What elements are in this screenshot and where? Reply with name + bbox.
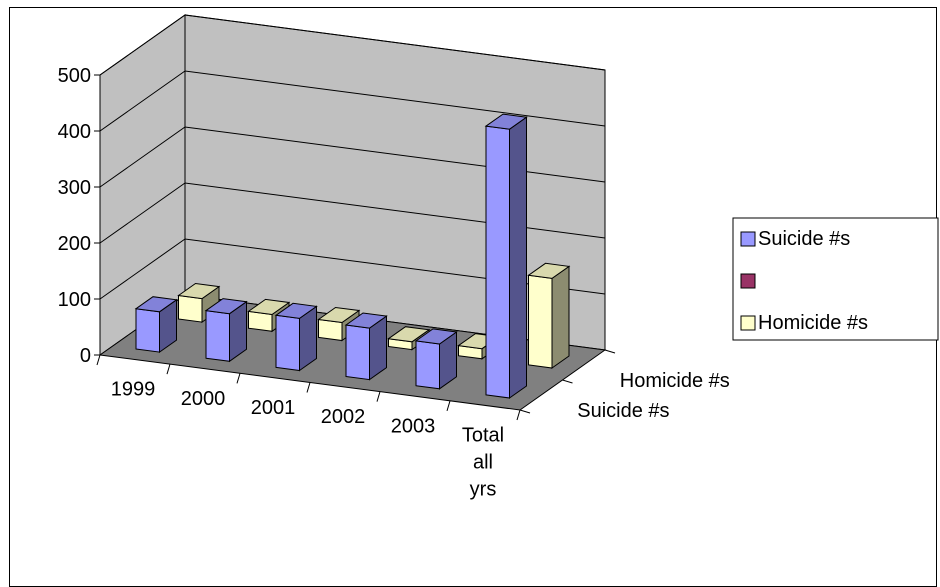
x-category-label: 2000 xyxy=(181,388,226,410)
bar-top xyxy=(344,312,388,329)
gridline xyxy=(99,238,606,300)
bar-top xyxy=(527,262,571,279)
x-tick-mark xyxy=(236,373,241,384)
y-tick-label: 500 xyxy=(58,65,91,87)
x-category-label: Total all yrs xyxy=(462,424,504,500)
x-tick-mark xyxy=(166,364,171,375)
bar-top xyxy=(414,328,458,345)
depth-tick-mark xyxy=(519,409,531,414)
y-tick-label: 100 xyxy=(58,289,91,311)
bar-top xyxy=(317,306,361,324)
y-tick-label: 0 xyxy=(80,345,91,367)
chart-svg: 0 100 200 300 400 500 1999 2000 2001 2002 2003 Tota… xyxy=(58,14,939,500)
bar-suicide-s xyxy=(484,113,528,399)
bar-front xyxy=(178,294,203,323)
bar-suicide-s xyxy=(344,312,388,381)
chart-legend: Suicide #s Homicide #s xyxy=(732,217,939,341)
x-category-label-line: yrs xyxy=(470,478,497,500)
gridline xyxy=(99,126,606,188)
legend-swatch xyxy=(740,273,756,289)
bar-top xyxy=(387,326,431,343)
bar-side xyxy=(509,116,527,399)
legend-box xyxy=(732,217,939,341)
x-tick-mark xyxy=(376,391,381,402)
chart-gridlines xyxy=(99,14,606,300)
y-tick-label: 400 xyxy=(58,121,91,143)
chart-axes xyxy=(94,74,616,421)
chart-tick-labels: 0 100 200 300 400 500 1999 2000 2001 2002 2003 Tota… xyxy=(58,65,730,500)
bar-top xyxy=(484,113,528,130)
bar-top xyxy=(247,298,291,316)
y-tick-label: 200 xyxy=(58,233,91,255)
depth-tick-mark xyxy=(604,349,616,354)
bar-front xyxy=(485,125,510,399)
bar-front xyxy=(275,314,300,372)
bar-front xyxy=(415,340,440,390)
x-category-label: 1999 xyxy=(111,379,156,401)
bar-homicide-s xyxy=(527,262,571,369)
bar-front xyxy=(318,318,343,342)
x-tick-mark xyxy=(306,382,311,393)
legend-label: Homicide #s xyxy=(758,312,868,334)
bar-top xyxy=(274,302,318,319)
x-category-label-line: Total xyxy=(462,424,504,446)
bar-top xyxy=(177,282,221,300)
bar-suicide-s xyxy=(414,328,458,390)
legend-swatch xyxy=(740,231,756,247)
x-category-label: 2003 xyxy=(391,415,436,437)
x-tick-mark xyxy=(516,409,521,421)
x-tick-mark xyxy=(96,354,101,366)
depth-tick-mark xyxy=(562,379,573,384)
bar-front xyxy=(205,310,230,362)
bar-front xyxy=(345,324,370,381)
depth-label: Homicide #s xyxy=(620,370,730,392)
chart-bars xyxy=(134,113,571,399)
bar-suicide-s xyxy=(134,296,178,354)
x-category-label: 2002 xyxy=(321,406,366,428)
bar-suicide-s xyxy=(204,298,248,363)
legend-swatch xyxy=(740,315,756,331)
depth-label: Suicide #s xyxy=(577,400,669,422)
x-category-label: 2001 xyxy=(251,397,296,419)
bar-top xyxy=(204,298,248,315)
gridline xyxy=(99,182,606,244)
gridline xyxy=(99,14,606,76)
bar-front xyxy=(135,308,160,353)
legend-label: Suicide #s xyxy=(758,228,850,250)
bar-side xyxy=(551,265,570,369)
x-category-label-line: all xyxy=(473,451,493,473)
y-tick-label: 300 xyxy=(58,177,91,199)
gridline xyxy=(99,70,606,132)
bar-top xyxy=(134,296,178,313)
x-tick-mark xyxy=(446,400,451,411)
bar-suicide-s xyxy=(274,302,318,372)
bar-front xyxy=(528,274,553,369)
